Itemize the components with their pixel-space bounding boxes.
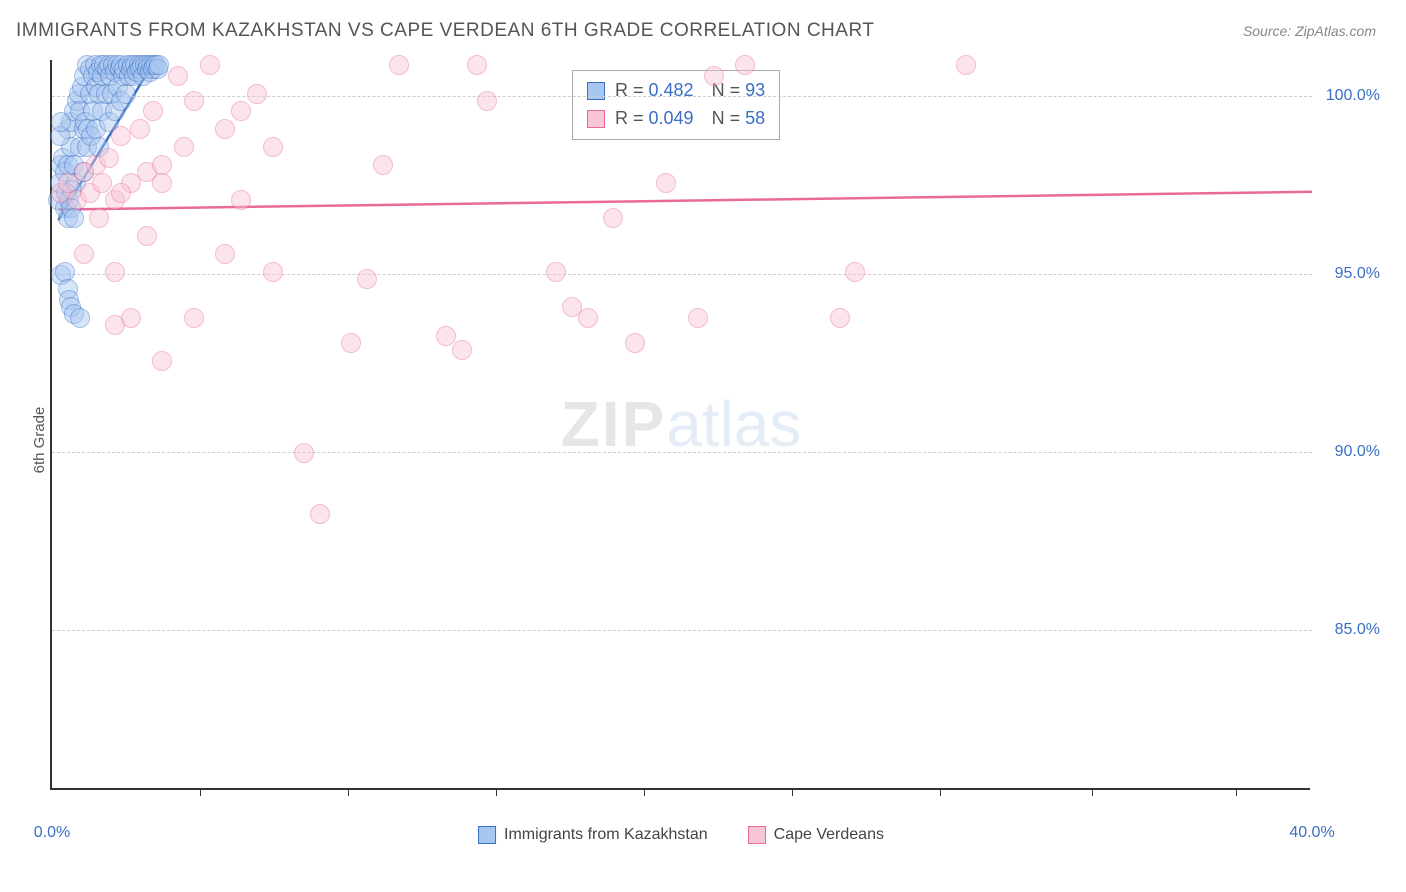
scatter-point <box>467 55 487 75</box>
gridline <box>52 274 1312 275</box>
stat-r-label-0: R = <box>615 80 649 100</box>
stat-n-val-1: 58 <box>745 108 765 128</box>
trend-lines-svg <box>52 60 1312 790</box>
legend-swatch-1 <box>748 826 766 844</box>
scatter-point <box>247 84 267 104</box>
stat-box: R = 0.482 N = 93 R = 0.049 N = 58 <box>572 70 780 140</box>
chart-container: IMMIGRANTS FROM KAZAKHSTAN VS CAPE VERDE… <box>0 0 1406 892</box>
scatter-point <box>130 119 150 139</box>
x-tick <box>1236 788 1237 796</box>
stat-row-0: R = 0.482 N = 93 <box>587 77 765 105</box>
scatter-point <box>231 101 251 121</box>
source-label: Source: ZipAtlas.com <box>1243 23 1376 39</box>
x-tick <box>1092 788 1093 796</box>
x-tick-label: 0.0% <box>34 824 70 842</box>
x-tick <box>644 788 645 796</box>
bottom-legend: Immigrants from Kazakhstan Cape Verdeans <box>478 826 884 844</box>
legend-label-1: Cape Verdeans <box>774 826 884 844</box>
scatter-point <box>70 308 90 328</box>
scatter-point <box>310 504 330 524</box>
x-tick-label: 40.0% <box>1289 824 1334 842</box>
scatter-point <box>74 244 94 264</box>
scatter-point <box>174 137 194 157</box>
y-axis-label: 6th Grade <box>31 407 48 474</box>
scatter-point <box>735 55 755 75</box>
stat-r-val-0: 0.482 <box>649 80 694 100</box>
scatter-point <box>704 66 724 86</box>
watermark-part1: ZIP <box>561 388 667 460</box>
gridline <box>52 96 1312 97</box>
scatter-point <box>149 55 169 75</box>
scatter-point <box>137 226 157 246</box>
x-tick <box>940 788 941 796</box>
scatter-point <box>111 183 131 203</box>
scatter-point <box>341 333 361 353</box>
y-tick-label: 85.0% <box>1335 621 1380 639</box>
scatter-point <box>603 208 623 228</box>
scatter-point <box>688 308 708 328</box>
scatter-point <box>184 91 204 111</box>
scatter-point <box>578 308 598 328</box>
legend-item-1: Cape Verdeans <box>748 826 884 844</box>
scatter-point <box>200 55 220 75</box>
stat-r-label-1: R = <box>615 108 649 128</box>
legend-label-0: Immigrants from Kazakhstan <box>504 826 708 844</box>
x-tick <box>348 788 349 796</box>
scatter-point <box>357 269 377 289</box>
watermark: ZIPatlas <box>561 387 802 461</box>
scatter-point <box>116 84 136 104</box>
plot-area: ZIPatlas R = 0.482 N = 93 R = 0.049 N = … <box>50 60 1310 790</box>
watermark-part2: atlas <box>666 388 801 460</box>
stat-r-val-1: 0.049 <box>649 108 694 128</box>
scatter-point <box>373 155 393 175</box>
y-tick-label: 100.0% <box>1326 87 1380 105</box>
title-bar: IMMIGRANTS FROM KAZAKHSTAN VS CAPE VERDE… <box>0 0 1406 52</box>
scatter-point <box>546 262 566 282</box>
scatter-point <box>263 137 283 157</box>
y-tick-label: 95.0% <box>1335 265 1380 283</box>
scatter-point <box>215 244 235 264</box>
scatter-point <box>656 173 676 193</box>
x-tick <box>200 788 201 796</box>
scatter-point <box>121 308 141 328</box>
scatter-point <box>64 208 84 228</box>
scatter-point <box>845 262 865 282</box>
scatter-point <box>55 262 75 282</box>
scatter-point <box>477 91 497 111</box>
stat-swatch-1 <box>587 110 605 128</box>
scatter-point <box>231 190 251 210</box>
x-tick <box>792 788 793 796</box>
scatter-point <box>389 55 409 75</box>
scatter-point <box>452 340 472 360</box>
scatter-point <box>51 112 71 132</box>
scatter-point <box>625 333 645 353</box>
stat-n-val-0: 93 <box>745 80 765 100</box>
scatter-point <box>294 443 314 463</box>
scatter-point <box>215 119 235 139</box>
stat-swatch-0 <box>587 82 605 100</box>
scatter-point <box>89 208 109 228</box>
scatter-point <box>143 101 163 121</box>
stat-row-1: R = 0.049 N = 58 <box>587 105 765 133</box>
chart-title: IMMIGRANTS FROM KAZAKHSTAN VS CAPE VERDE… <box>16 20 874 42</box>
legend-swatch-0 <box>478 826 496 844</box>
gridline <box>52 452 1312 453</box>
scatter-point <box>99 148 119 168</box>
scatter-point <box>152 173 172 193</box>
gridline <box>52 630 1312 631</box>
stat-n-label-1: N = <box>712 108 746 128</box>
scatter-point <box>184 308 204 328</box>
scatter-point <box>168 66 188 86</box>
scatter-point <box>92 173 112 193</box>
chart-wrap: 6th Grade ZIPatlas R = 0.482 N = 93 R = … <box>50 60 1380 820</box>
scatter-point <box>105 262 125 282</box>
scatter-point <box>830 308 850 328</box>
scatter-point <box>111 126 131 146</box>
y-tick-label: 90.0% <box>1335 443 1380 461</box>
scatter-point <box>956 55 976 75</box>
scatter-point <box>263 262 283 282</box>
scatter-point <box>152 351 172 371</box>
x-tick <box>496 788 497 796</box>
legend-item-0: Immigrants from Kazakhstan <box>478 826 708 844</box>
